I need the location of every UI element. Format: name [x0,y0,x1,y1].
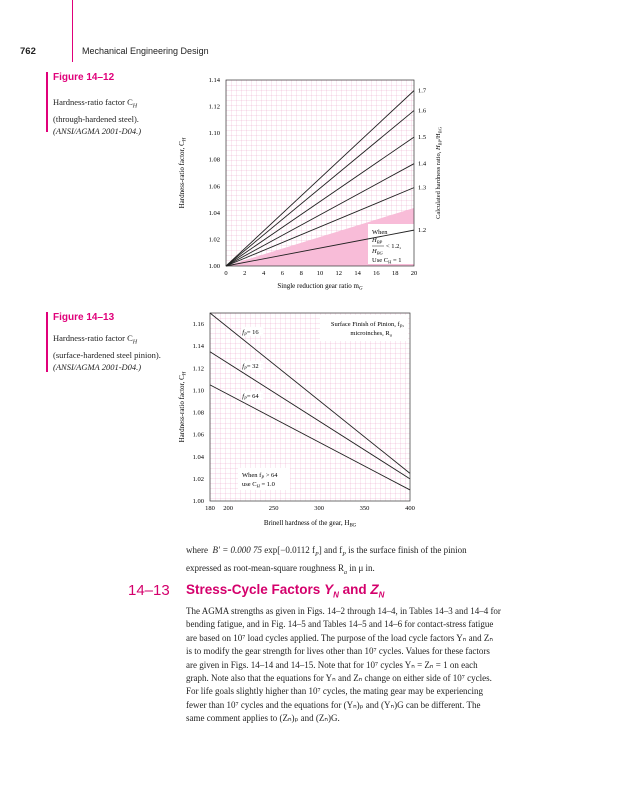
y-tick-1: 1.02 [193,476,204,483]
series-label-bg-2 [241,391,264,401]
y-tick-4: 1.08 [193,410,204,417]
y-tick-2: 1.04 [193,454,205,461]
y-tick-7: 1.14 [193,343,205,350]
figure13-label: Figure 14–13 [53,312,115,323]
x-tick-3: 300 [314,505,324,512]
plot-frame [225,79,415,267]
legend-subtitle: microinches, Ra [350,330,392,338]
running-title: Mechanical Engineering Design [82,46,209,56]
series-label-3: 1.5 [418,134,426,141]
series-label-5: 1.7 [418,88,427,95]
y-tick-6: 1.12 [209,104,220,111]
y-tick-6: 1.12 [193,365,204,372]
x-tick-5: 10 [317,270,324,277]
figure12-chart: 1.00 1.02 1.04 1.06 1.08 1.10 1.12 1.14 0 2 4 6 8 10… [178,77,443,292]
y-tick-5: 1.10 [209,130,220,137]
y-axis-label: Hardness-ratio factor, CH [178,137,188,208]
plot-frame [209,312,411,502]
series-label-bg-0 [241,326,264,336]
figure13-caption: Hardness-ratio factor CH (surface-harden… [53,333,161,372]
x-axis-label: Brinell hardness of the gear, HBG [264,519,357,529]
x-tick-9: 18 [392,270,399,277]
series-line-1 [209,351,411,480]
y-axis-label: Hardness-ratio factor, CH [178,371,188,442]
x-tick-3: 6 [281,270,285,277]
x-tick-5: 400 [405,505,415,512]
header-rule [72,0,73,62]
right-axis-label: Calculated hardness ratio, HBP/HBG [435,126,443,219]
series-label-0: 1.2 [418,227,426,234]
y-tick-2: 1.04 [209,210,221,217]
y-tick-1: 1.02 [209,236,220,243]
series-lines: fP= 16 fP= 32 fP= 64 [209,312,411,491]
x-ticks: 180 200 250 300 350 400 [205,505,415,512]
section-title: Stress-Cycle Factors YN and ZN [186,582,385,600]
series-line-2 [209,384,411,491]
x-tick-10: 20 [411,270,418,277]
series-line-4 [225,110,415,267]
x-ticks: 0 2 4 6 8 10 12 14 16 18 20 [224,270,417,277]
series-line-1 [225,187,415,267]
series-label-1: fP= 32 [242,363,258,371]
x-tick-2: 250 [269,505,279,512]
legend-title: Surface Finish of Pinion, fP, [331,321,405,329]
figure12-bar [46,72,48,132]
x-tick-1: 2 [243,270,246,277]
right-labels: 1.2 1.3 1.4 1.5 1.6 1.7 [418,88,427,235]
where-paragraph: where B′ = 0.000 75 exp[−0.0112 fP] and … [186,545,467,576]
inset-hbg: HBG [371,248,383,256]
series-line-0 [225,229,415,267]
y-tick-8: 1.16 [193,321,205,328]
x-tick-4: 8 [300,270,303,277]
inset-hbp: HBP [371,237,382,245]
note-line1: When fP > 64 [242,472,278,480]
series-line-2 [225,163,415,267]
figure13-bar [46,312,48,372]
series-label-0: fP= 16 [242,329,259,337]
y-tick-7: 1.14 [209,77,221,84]
series-label-2: fP= 64 [242,393,259,401]
y-tick-4: 1.08 [209,157,220,164]
x-tick-1: 200 [223,505,233,512]
series-label-bg-1 [241,361,264,371]
y-ticks: 1.00 1.02 1.04 1.06 1.08 1.10 1.12 1.14 [209,77,221,270]
y-tick-3: 1.06 [193,432,205,439]
series-line-3 [225,136,415,267]
body-paragraph: The AGMA strengths as given in Figs. 14–… [186,606,501,724]
figure12-caption: Hardness-ratio factor CH (through-harden… [53,97,142,136]
page-number: 762 [20,46,36,57]
series-line-0 [209,312,411,474]
shaded-region [226,208,414,266]
x-tick-2: 4 [262,270,266,277]
inset-use: Use CH = 1 [372,257,402,265]
section-number: 14–13 [128,582,170,599]
series-label-4: 1.6 [418,108,427,115]
y-tick-0: 1.00 [209,263,220,270]
note-line2: use CH = 1.0 [242,481,275,489]
x-tick-7: 14 [354,270,361,277]
legend-bg [320,315,408,341]
x-axis-label: Single reduction gear ratio mG [277,282,363,292]
x-tick-6: 12 [336,270,343,277]
figure12-label: Figure 14–12 [53,72,115,83]
x-tick-4: 350 [360,505,370,512]
series-label-1: 1.3 [418,185,426,192]
inset-box [368,224,414,264]
x-tick-0: 180 [205,505,215,512]
series-label-2: 1.4 [418,161,427,168]
x-tick-0: 0 [224,270,227,277]
y-tick-3: 1.06 [209,183,221,190]
y-tick-5: 1.10 [193,387,204,394]
series-line-5 [225,90,415,267]
inset-when: When [372,229,388,236]
inset-lt: < 1.2, [386,243,401,250]
y-ticks: 1.00 1.02 1.04 1.06 1.08 1.10 1.12 1.14 1.16 [193,321,205,505]
y-tick-0: 1.00 [193,498,204,505]
series-lines [225,90,415,267]
x-tick-8: 16 [373,270,380,277]
note-bg [238,468,290,490]
